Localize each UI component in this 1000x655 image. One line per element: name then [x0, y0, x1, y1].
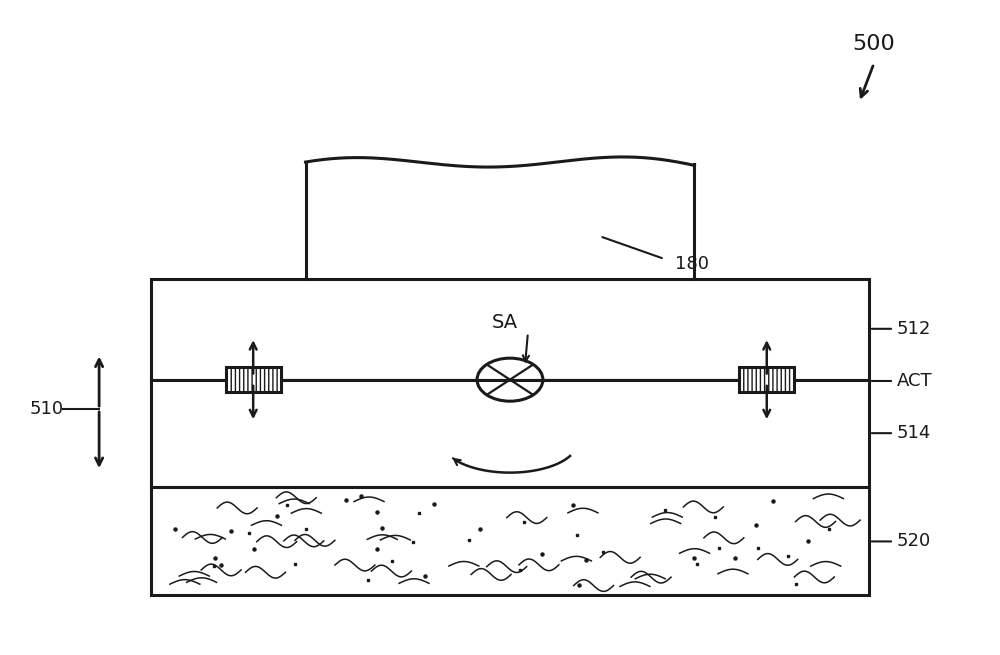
- Bar: [151, 278, 869, 380]
- Text: 500: 500: [853, 34, 895, 54]
- Bar: [739, 367, 794, 392]
- Text: 512: 512: [897, 320, 931, 338]
- Text: 180: 180: [675, 255, 709, 272]
- Text: ACT: ACT: [897, 372, 933, 390]
- Text: 514: 514: [897, 424, 931, 442]
- Bar: [226, 367, 281, 392]
- Text: 520: 520: [897, 533, 931, 550]
- Bar: [151, 487, 869, 595]
- Text: SA: SA: [492, 313, 518, 332]
- Text: 510: 510: [29, 400, 63, 418]
- Bar: [151, 380, 869, 487]
